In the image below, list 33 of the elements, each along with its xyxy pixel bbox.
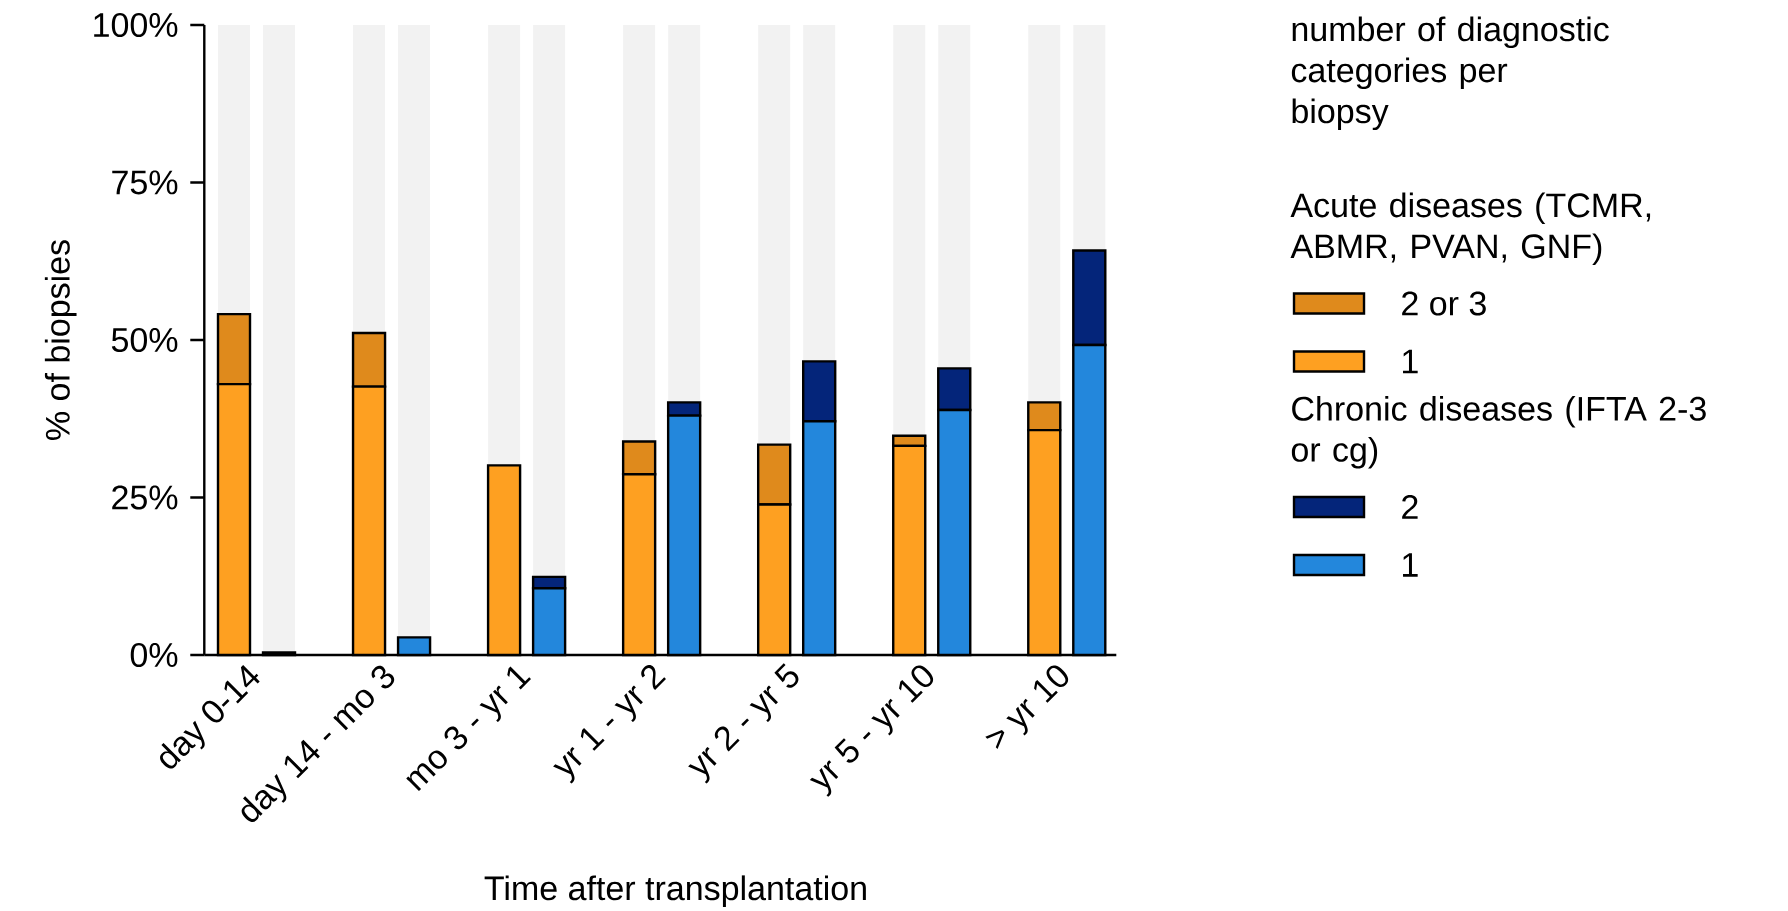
y-tick-label: 100%: [94, 12, 178, 38]
y-tick-label: 0%: [130, 642, 178, 668]
x-tick-label: yr 1 - yr 2: [553, 665, 666, 784]
bar: [218, 25, 251, 315]
bar: [803, 24, 836, 362]
y-tick-label: 25%: [112, 485, 178, 510]
bar: [623, 25, 656, 442]
legend-label: 2 or 3: [1402, 291, 1486, 316]
x-axis-title: Time after transplantation: [484, 875, 866, 908]
bar: [488, 25, 521, 466]
bar: [893, 25, 926, 436]
text: Acute diseases (TCMR, ABMR, PVAN, GNF): [1290, 192, 1651, 266]
x-tick-label: yr 5 - yr 10: [809, 665, 934, 797]
bar: [1028, 25, 1061, 403]
text: Chronic diseases (IFTA 2-3 or cg): [1291, 395, 1706, 469]
bar: [1073, 24, 1106, 251]
x-tick-label: > yr 10: [985, 665, 1069, 750]
bar: [353, 25, 386, 334]
legend-label: 1: [1403, 553, 1418, 577]
legend-label: 2: [1402, 495, 1418, 519]
legend-title: number of diagnostic categories per biopsy: [1291, 16, 1609, 131]
x-tick-label: mo 3 - yr 1: [406, 666, 532, 792]
y-axis-title: % of biopsies: [44, 240, 77, 440]
bar: [668, 24, 701, 403]
x-tick-label: yr 2 - yr 5: [688, 663, 799, 784]
y-tick-label: 50%: [111, 327, 178, 353]
bar: [263, 24, 296, 653]
bar: [533, 24, 566, 577]
bar: [938, 24, 971, 369]
bar: [398, 24, 431, 638]
y-tick-label: 75%: [112, 170, 178, 195]
bar: [758, 25, 791, 445]
legend-label: 1: [1403, 349, 1418, 374]
